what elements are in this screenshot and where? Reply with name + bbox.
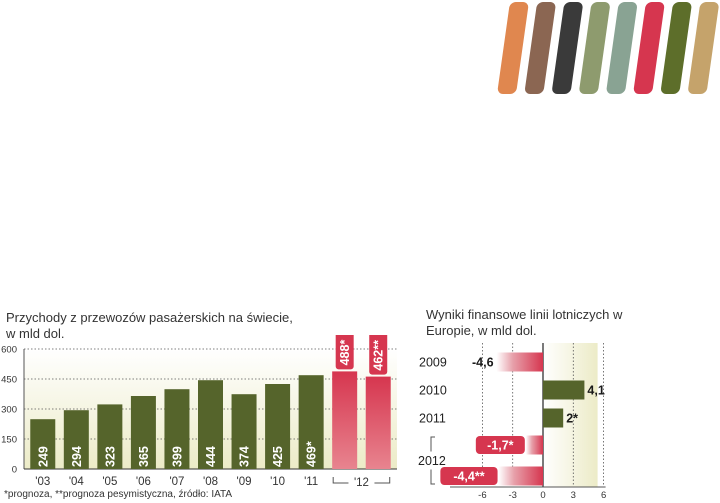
bar xyxy=(97,404,123,469)
value-label: -1,7* xyxy=(487,439,514,453)
bar xyxy=(543,380,585,400)
results-bar-chart: -6 -3 0 3 6 -4,6 4,1 2* -1,7* -4,4** 2009 2010 2011 2… xyxy=(418,343,606,500)
color-stripe xyxy=(661,2,692,94)
value-label: 462** xyxy=(372,340,386,371)
y-tick-label: 300 xyxy=(1,405,17,416)
x-tick-label: '12 xyxy=(354,477,369,489)
color-stripe xyxy=(633,2,665,94)
category-bracket xyxy=(332,477,391,484)
x-tick-label: '03 xyxy=(35,476,50,488)
x-tick-label: -6 xyxy=(478,490,486,500)
x-tick-label: '10 xyxy=(270,476,285,488)
value-label-box xyxy=(369,335,388,375)
value-label: 365 xyxy=(137,446,151,467)
x-tick-label: '11 xyxy=(304,476,318,488)
category-bracket xyxy=(430,436,435,485)
value-label: 399 xyxy=(170,446,184,467)
x-tick-label: 6 xyxy=(601,490,606,500)
bar xyxy=(543,408,564,428)
value-label: 425 xyxy=(271,446,285,467)
value-label: -4,6 xyxy=(472,356,494,370)
bar xyxy=(30,419,56,469)
x-tick-label: '04 xyxy=(69,476,85,488)
y-tick-label: 2012 xyxy=(418,454,446,468)
value-label: 249 xyxy=(36,446,50,467)
x-tick-label: '09 xyxy=(237,476,252,488)
color-stripes-decoration xyxy=(497,2,719,94)
bar xyxy=(298,375,324,469)
y-tick-label: 450 xyxy=(1,375,17,386)
x-tick-label: 0 xyxy=(540,490,545,500)
color-stripe xyxy=(606,2,637,94)
bar-forecast xyxy=(365,376,391,469)
x-tick-label: '06 xyxy=(136,476,151,488)
y-tick-label: 0 xyxy=(12,465,17,476)
bar xyxy=(198,380,223,469)
bar-forecast xyxy=(332,371,358,469)
value-label: 323 xyxy=(103,446,117,467)
revenue-bar-chart: 0 150 300 450 600 249 294 323 365 399 444 374 425 469… xyxy=(1,335,397,489)
value-label: 374 xyxy=(238,446,252,467)
x-tick-label: '08 xyxy=(203,476,218,488)
value-label: 2* xyxy=(566,412,578,426)
value-label-box xyxy=(475,436,525,454)
bar xyxy=(231,394,257,469)
y-tick-label: 2011 xyxy=(419,412,446,426)
x-tick-label: -3 xyxy=(508,490,516,500)
x-tick-label: '05 xyxy=(102,476,117,488)
x-tick-label: 3 xyxy=(571,490,576,500)
y-tick-label: 600 xyxy=(1,345,17,356)
value-label: 469* xyxy=(305,441,319,467)
value-label: 488* xyxy=(338,340,352,366)
bar xyxy=(496,352,543,372)
bar-forecast xyxy=(525,435,543,455)
color-stripe xyxy=(552,2,583,94)
color-stripe xyxy=(688,2,719,94)
y-tick-label: 2009 xyxy=(419,356,447,370)
bar xyxy=(164,389,190,469)
y-tick-label: 2010 xyxy=(419,384,447,398)
bar xyxy=(130,396,156,469)
y-tick-label: 150 xyxy=(1,435,17,446)
value-label: 294 xyxy=(70,446,84,467)
value-label: 4,1 xyxy=(587,384,604,398)
chart-title-results: Wyniki finansowe linii lotniczych w Euro… xyxy=(426,307,623,338)
chart-title-revenue: Przychody z przewozów pasażerskich na św… xyxy=(6,310,293,341)
value-label-box xyxy=(440,467,498,485)
bar xyxy=(265,384,291,469)
bar xyxy=(63,410,89,469)
color-stripe xyxy=(497,2,529,94)
value-label: 444 xyxy=(204,446,218,467)
color-stripe xyxy=(525,2,556,94)
value-label: -4,4** xyxy=(453,470,484,484)
footnote: *prognoza, **prognoza pesymistyczna, źró… xyxy=(4,489,233,500)
bar-forecast xyxy=(498,466,543,486)
value-label-box xyxy=(335,335,354,370)
x-tick-label: '07 xyxy=(169,476,184,488)
color-stripe xyxy=(579,2,610,94)
